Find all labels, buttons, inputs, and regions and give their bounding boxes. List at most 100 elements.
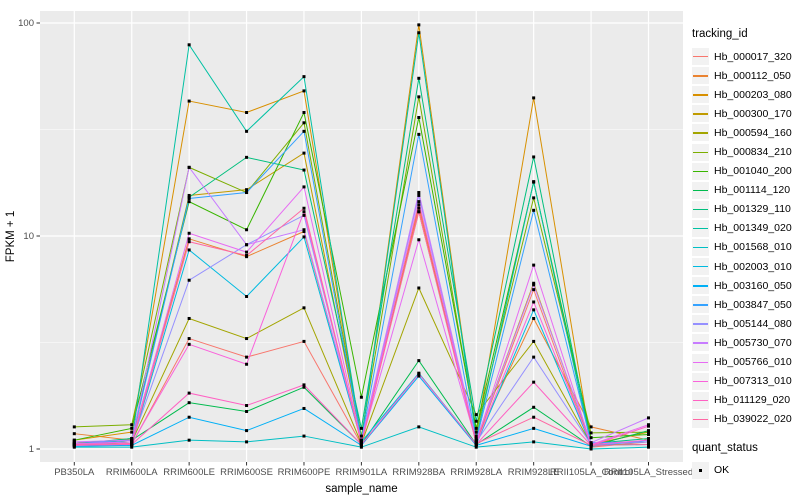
legend-item-Hb_007313_010: Hb_007313_010 xyxy=(692,372,800,391)
data-point xyxy=(130,430,134,434)
series-color-swatch xyxy=(692,162,709,180)
data-point xyxy=(72,442,76,446)
data-point xyxy=(417,23,421,27)
data-point xyxy=(417,132,421,136)
data-point xyxy=(474,430,478,434)
series-color-swatch xyxy=(692,86,709,104)
data-point xyxy=(474,438,478,442)
data-point xyxy=(302,434,306,438)
legend-item-label: Hb_003847_050 xyxy=(714,298,792,311)
data-point xyxy=(302,235,306,239)
data-point xyxy=(359,426,363,430)
series-color-swatch xyxy=(692,277,709,295)
legend-item-label: Hb_000594_160 xyxy=(714,126,792,139)
data-point xyxy=(187,231,191,235)
legend-item-Hb_000112_050: Hb_000112_050 xyxy=(692,66,800,85)
data-point xyxy=(187,196,191,200)
x-tick-label: RRIM928LA xyxy=(450,467,502,478)
data-point xyxy=(532,440,536,444)
data-point xyxy=(589,431,593,435)
x-tick-label: RRIM928LE xyxy=(508,467,560,478)
series-color-swatch xyxy=(692,181,709,199)
legend-item-label: Hb_001349_020 xyxy=(714,222,792,235)
legend-panel: tracking_id Hb_000017_320 Hb_000112_050 Hb… xyxy=(692,28,800,480)
data-point xyxy=(417,425,421,429)
data-point xyxy=(245,228,249,232)
series-color-swatch xyxy=(692,124,709,142)
legend-item-Hb_000594_160: Hb_000594_160 xyxy=(692,123,800,142)
data-point xyxy=(647,429,650,433)
data-point xyxy=(417,95,421,99)
data-point xyxy=(245,337,249,341)
data-point xyxy=(302,385,306,389)
data-point xyxy=(417,116,421,120)
data-point xyxy=(245,188,249,192)
data-point xyxy=(72,440,76,444)
series-color-swatch xyxy=(692,315,709,333)
data-point xyxy=(245,429,249,433)
data-point xyxy=(187,316,191,320)
series-color-swatch xyxy=(692,353,709,371)
data-point xyxy=(647,438,650,442)
data-point xyxy=(302,111,306,115)
data-point xyxy=(302,306,306,310)
legend-item-label: Hb_001040_200 xyxy=(714,165,792,178)
data-point xyxy=(302,185,306,189)
data-point xyxy=(302,406,306,410)
x-tick-label: RRIM600LA xyxy=(106,467,158,478)
data-point xyxy=(417,286,421,290)
legend-item-Hb_001114_120: Hb_001114_120 xyxy=(692,181,800,200)
x-tick-label: RRIM600SE xyxy=(220,467,273,478)
data-point xyxy=(474,437,478,441)
data-point xyxy=(245,191,249,195)
data-point xyxy=(302,121,306,125)
x-tick-label: RRIM928BA xyxy=(392,467,445,478)
series-color-swatch xyxy=(692,67,709,85)
data-point xyxy=(187,337,191,341)
data-point xyxy=(302,210,306,214)
data-point xyxy=(187,43,191,47)
data-point xyxy=(532,263,536,267)
data-point xyxy=(130,438,134,442)
data-point xyxy=(532,281,536,285)
data-point xyxy=(245,362,249,366)
legend-item-label: Hb_001568_010 xyxy=(714,241,792,254)
data-point xyxy=(647,430,650,434)
data-point xyxy=(417,238,421,242)
data-point xyxy=(532,196,536,200)
data-point xyxy=(187,401,191,405)
data-point xyxy=(302,168,306,172)
data-point xyxy=(72,425,76,429)
data-point xyxy=(474,426,478,430)
data-point xyxy=(187,165,191,169)
legend-item-label: Hb_000834_210 xyxy=(714,146,792,159)
data-point xyxy=(187,240,191,244)
data-point xyxy=(187,415,191,419)
data-point xyxy=(532,316,536,320)
data-point xyxy=(187,99,191,103)
data-point xyxy=(474,434,478,438)
data-point xyxy=(130,445,134,449)
data-point xyxy=(532,405,536,409)
data-point xyxy=(532,96,536,100)
data-point xyxy=(474,442,478,446)
legend-item-label: Hb_005766_010 xyxy=(714,356,792,369)
data-point xyxy=(359,445,363,449)
data-point xyxy=(589,436,593,440)
legend-item-Hb_000017_320: Hb_000017_320 xyxy=(692,47,800,66)
data-point xyxy=(417,191,421,195)
legend-item-label: Hb_003160_050 xyxy=(714,279,792,292)
legend-tracking-items: Hb_000017_320 Hb_000112_050 Hb_000203_080 H… xyxy=(692,47,800,429)
y-tick-label: 1 xyxy=(29,444,34,455)
data-point xyxy=(245,253,249,257)
legend-item-label: Hb_011129_020 xyxy=(714,394,791,407)
data-point xyxy=(245,129,249,133)
legend-item-label: Hb_000300_170 xyxy=(714,107,792,120)
data-point xyxy=(417,374,421,378)
legend-title-tracking-id: tracking_id xyxy=(692,28,748,40)
data-point xyxy=(417,31,421,35)
data-point xyxy=(532,155,536,159)
data-point xyxy=(245,294,249,298)
data-point xyxy=(589,425,593,429)
